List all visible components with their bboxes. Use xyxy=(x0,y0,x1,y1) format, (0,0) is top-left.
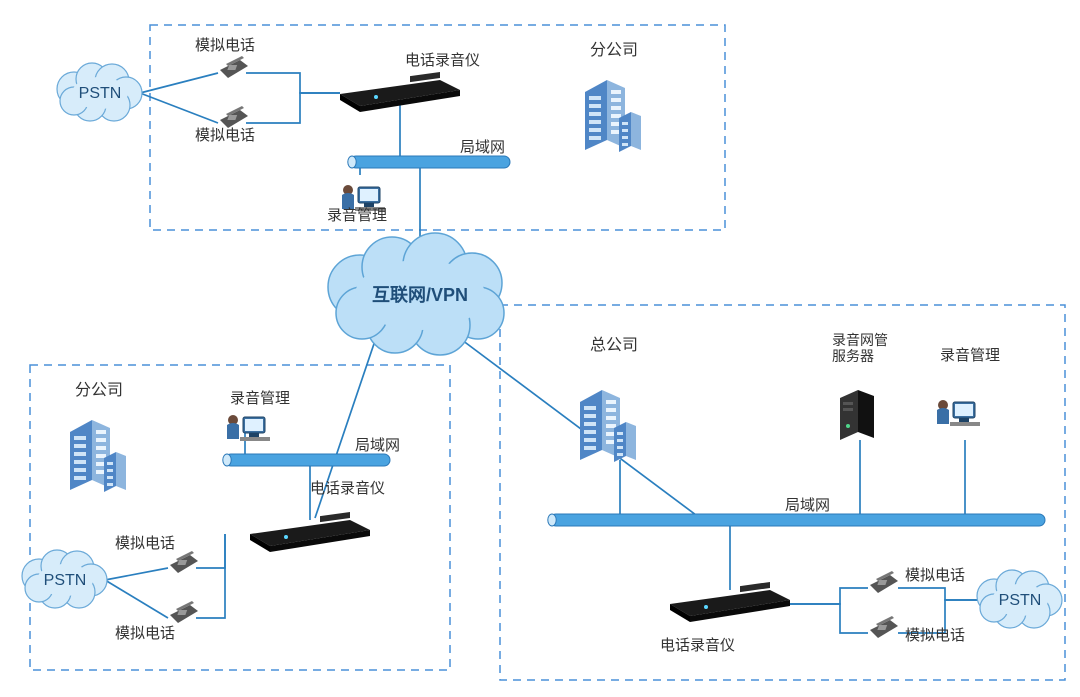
wire xyxy=(140,73,218,93)
phone-label: 模拟电话 xyxy=(115,625,175,642)
lan-label: 局域网 xyxy=(785,497,830,514)
wire xyxy=(196,534,225,568)
building-icon xyxy=(70,420,126,492)
pstn-label: PSTN xyxy=(44,572,87,589)
admin-icon xyxy=(937,400,980,426)
wire xyxy=(246,73,340,93)
pstn-label: PSTN xyxy=(79,85,122,102)
lan-bar xyxy=(548,514,1045,526)
recorder-label: 电话录音仪 xyxy=(660,637,735,654)
building-label: 分公司 xyxy=(590,41,638,59)
wire xyxy=(140,93,218,123)
building-icon xyxy=(580,390,636,462)
admin-label: 录音管理 xyxy=(230,390,290,407)
wire xyxy=(898,588,980,600)
lan-label: 局域网 xyxy=(355,437,400,454)
building-icon xyxy=(585,80,641,152)
wire xyxy=(246,93,340,123)
phone-label: 模拟电话 xyxy=(905,567,965,584)
building-label: 总公司 xyxy=(590,336,638,354)
phone-label: 模拟电话 xyxy=(195,37,255,54)
building-label: 分公司 xyxy=(75,381,123,399)
zone-branch2 xyxy=(30,365,450,670)
phone-icon xyxy=(220,56,248,78)
phone-icon xyxy=(170,551,198,573)
recorder-label: 电话录音仪 xyxy=(405,52,480,69)
phone-label: 模拟电话 xyxy=(115,535,175,552)
admin-label: 录音管理 xyxy=(327,207,387,224)
phone-icon xyxy=(870,571,898,593)
wire xyxy=(105,580,168,618)
phone-label: 模拟电话 xyxy=(905,627,965,644)
wire xyxy=(790,604,868,633)
server-icon xyxy=(840,390,874,440)
admin-icon xyxy=(227,415,270,441)
phone-icon xyxy=(170,601,198,623)
lan-bar xyxy=(223,454,390,466)
lan-label: 局域网 xyxy=(460,139,505,156)
admin-label: 录音管理 xyxy=(940,347,1000,364)
phone-icon xyxy=(220,106,248,128)
pstn-label: PSTN xyxy=(999,592,1042,609)
cloud-label: 互联网/VPN xyxy=(372,285,468,305)
lan-bar xyxy=(348,156,510,168)
wire xyxy=(196,534,225,618)
phone-label: 模拟电话 xyxy=(195,127,255,144)
wire xyxy=(105,568,168,580)
recorder-label: 电话录音仪 xyxy=(310,480,385,497)
server-label: 录音网管服务器 xyxy=(832,332,888,364)
wire xyxy=(790,588,868,604)
phone-icon xyxy=(870,616,898,638)
